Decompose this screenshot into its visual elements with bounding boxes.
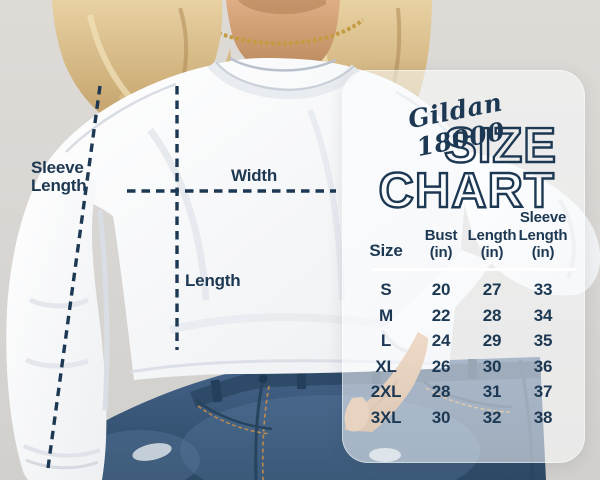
table-row-3xl: 3XL 30 32 38 <box>356 405 572 431</box>
length-value: 27 <box>482 280 502 300</box>
bust-value: 22 <box>431 305 451 325</box>
header-divider <box>372 267 576 271</box>
bust-value: 26 <box>431 356 451 376</box>
bust-value: 24 <box>431 331 451 351</box>
neck <box>226 0 340 75</box>
bust-value: 30 <box>431 407 451 427</box>
size-table: Size Bust (in) Length (in) Sleeve Length… <box>356 209 576 431</box>
table-row-xl: XL 26 30 36 <box>356 354 572 380</box>
bust-value: 28 <box>431 382 451 402</box>
column-header-size: Size <box>369 240 403 260</box>
size-title-word: SIZE <box>443 119 557 173</box>
size-value: XL <box>375 356 397 376</box>
bust-value: 20 <box>431 280 451 300</box>
table-row-2xl: 2XL 28 31 37 <box>356 380 572 406</box>
column-header-length: Length (in) <box>467 226 517 262</box>
sleeve-value: 38 <box>533 407 553 427</box>
size-value: S <box>380 280 392 300</box>
size-value: L <box>380 331 392 351</box>
width-label: Width <box>231 166 278 185</box>
collar <box>207 56 361 100</box>
size-value: 3XL <box>370 407 402 427</box>
column-header-sleeve: Sleeve Length (in) <box>518 209 568 262</box>
sleeve-value: 34 <box>533 305 553 325</box>
length-value: 31 <box>482 382 502 402</box>
size-value: 2XL <box>370 382 402 402</box>
sleeve-value: 37 <box>533 382 553 402</box>
table-row-s: S 20 27 33 <box>356 278 572 304</box>
size-chart-panel: Gildan 18000 SIZE CHART Size Bust (in) L… <box>342 70 585 463</box>
size-value: M <box>379 305 393 325</box>
table-row-m: M 22 28 34 <box>356 303 572 329</box>
chart-title-word: CHART <box>377 164 555 218</box>
column-header-bust: Bust (in) <box>424 226 458 262</box>
table-row-l: L 24 29 35 <box>356 329 572 355</box>
length-value: 32 <box>482 407 502 427</box>
sleeve-value: 33 <box>533 280 553 300</box>
length-value: 28 <box>482 305 502 325</box>
sleeve-value: 35 <box>533 331 553 351</box>
sleeve-length-label: Sleeve Length <box>31 158 87 196</box>
length-value: 29 <box>482 331 502 351</box>
length-value: 30 <box>482 356 502 376</box>
table-header-row: Size Bust (in) Length (in) Sleeve Length… <box>356 209 572 262</box>
length-label: Length <box>185 271 241 290</box>
sleeve-value: 36 <box>533 356 553 376</box>
